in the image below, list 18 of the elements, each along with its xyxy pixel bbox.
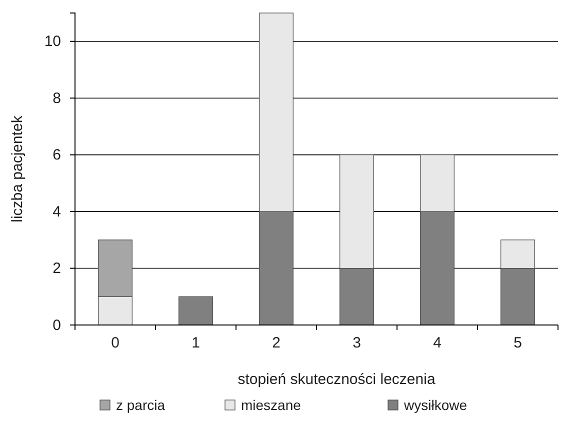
legend-label: mieszane — [241, 397, 302, 413]
x-tick-label: 0 — [111, 334, 120, 352]
y-tick-label: 2 — [52, 260, 61, 278]
legend-label: wysiłkowe — [403, 397, 468, 413]
x-axis-title: stopień skuteczności leczenia — [238, 371, 436, 388]
bar — [178, 296, 213, 326]
y-axis-title: liczba pacjentek — [9, 115, 26, 222]
y-tick-label: 6 — [52, 146, 61, 164]
y-tick-label: 8 — [52, 90, 61, 107]
x-tick-label: 3 — [352, 334, 361, 352]
y-tick-label: 4 — [52, 203, 61, 220]
legend-label: z parcia — [116, 397, 166, 413]
y-tick-label: 10 — [44, 33, 61, 50]
x-tick-label: 5 — [514, 334, 522, 352]
x-tick-label: 1 — [192, 334, 200, 352]
x-tick-label: 2 — [272, 334, 280, 352]
y-tick-label: 0 — [52, 316, 61, 334]
x-tick-label: 4 — [433, 334, 442, 352]
